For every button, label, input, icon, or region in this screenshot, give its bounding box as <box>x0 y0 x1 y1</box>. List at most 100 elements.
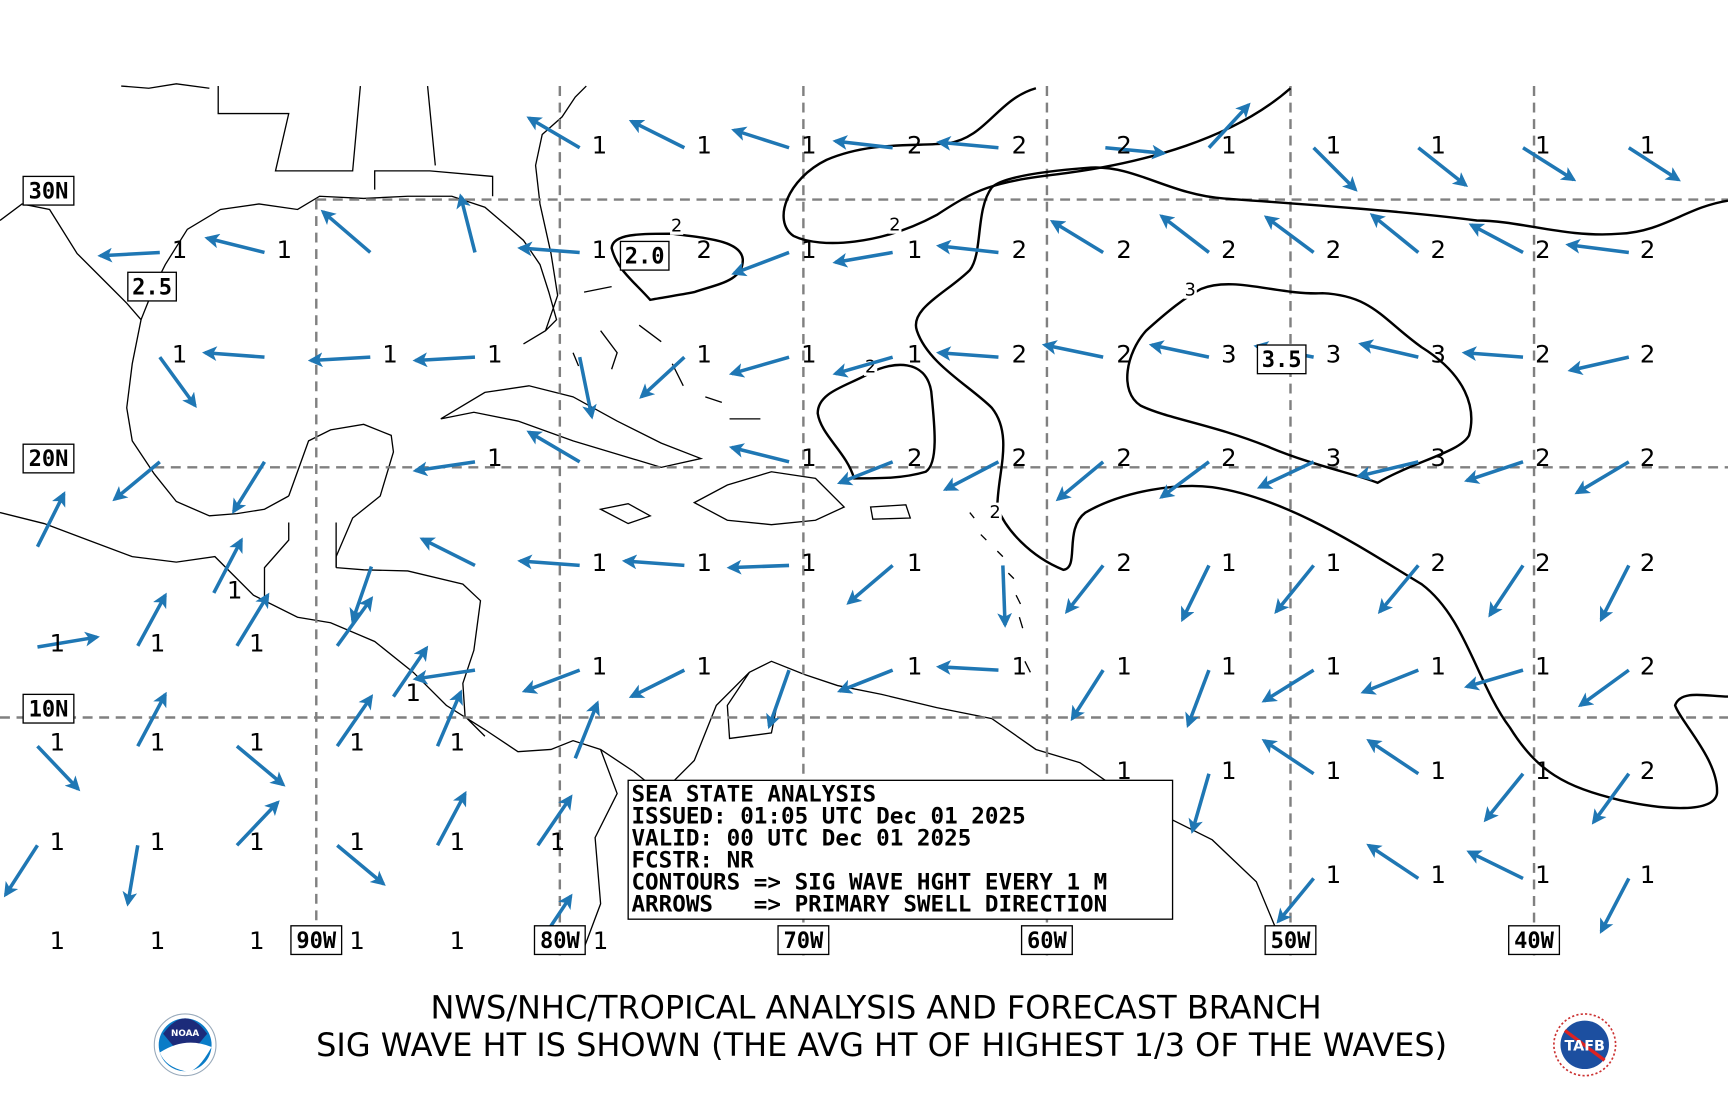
wave-height-label: 1 <box>592 235 607 264</box>
wave-height-label: 1 <box>406 678 421 707</box>
wave-height-label: 2 <box>1116 548 1131 577</box>
swell-direction-arrow <box>935 346 999 361</box>
wave-height-label: 1 <box>1326 652 1341 681</box>
swell-direction-arrow <box>1256 460 1315 489</box>
swell-direction-arrow <box>1483 772 1525 823</box>
wave-height-label: 2 <box>1326 235 1341 264</box>
swell-direction-arrow <box>1369 213 1420 254</box>
swell-direction-arrow <box>204 233 265 255</box>
swell-direction-arrow <box>1159 460 1210 499</box>
wave-height-label: 1 <box>1326 130 1341 159</box>
swell-direction-arrow <box>235 592 270 647</box>
info-issued: ISSUED: 01:05 UTC Dec 01 2025 <box>631 803 1025 829</box>
info-contours-legend: CONTOURS => SIG WAVE HGHT EVERY 1 M <box>631 869 1107 895</box>
bahamas <box>572 285 761 420</box>
wave-height-label: 1 <box>1326 860 1341 889</box>
latitude-label: 20N <box>29 447 69 472</box>
swell-direction-arrow <box>837 460 894 486</box>
swell-direction-arrow <box>1461 346 1524 362</box>
tafb-logo: TAFB <box>1553 1013 1617 1077</box>
swell-direction-arrow <box>1577 668 1630 708</box>
swell-direction-arrow <box>136 691 167 747</box>
swell-direction-arrow <box>628 119 686 150</box>
wave-height-label: 3 <box>1430 340 1445 369</box>
swell-direction-arrow <box>728 443 790 464</box>
swell-direction-arrow <box>1188 773 1211 834</box>
swell-direction-arrow <box>1565 238 1630 255</box>
swell-direction-arrow <box>235 800 280 847</box>
swell-direction-arrow <box>639 355 686 399</box>
swell-direction-arrow <box>935 239 999 255</box>
wave-height-label: 1 <box>1430 756 1445 785</box>
swell-direction-arrow <box>412 668 476 685</box>
wave-height-label: 1 <box>801 235 816 264</box>
swell-direction-arrow <box>1463 668 1524 691</box>
us-gulf-coast <box>0 83 587 517</box>
wave-height-label: 1 <box>450 728 465 757</box>
swell-direction-arrow <box>212 537 243 594</box>
wave-height-label: 2 <box>696 235 711 264</box>
swell-direction-arrow <box>1180 564 1211 623</box>
swell-direction-arrow <box>731 126 790 150</box>
swell-direction-arrow <box>320 209 372 254</box>
wave-height-label: 1 <box>907 548 922 577</box>
footer: NWS/NHC/TROPICAL ANALYSIS AND FORECAST B… <box>153 988 1617 1077</box>
wave-height-label: 2 <box>1430 235 1445 264</box>
wave-height-label: 3 <box>1326 340 1341 369</box>
longitude-label: 40W <box>1514 929 1555 954</box>
swell-direction-arrow <box>1488 564 1525 618</box>
wave-height-label: 1 <box>1535 756 1550 785</box>
wave-height-label: 1 <box>1430 130 1445 159</box>
swell-direction-arrow <box>1276 877 1315 924</box>
wave-height-label: 1 <box>1430 652 1445 681</box>
swell-direction-arrow <box>1274 564 1316 615</box>
swell-direction-arrow <box>412 352 476 368</box>
puerto-rico <box>869 504 912 520</box>
swell-direction-arrow <box>1417 146 1469 188</box>
info-forecaster: FCSTR: NR <box>631 847 754 873</box>
longitude-label: 90W <box>296 929 337 954</box>
wave-height-label: 1 <box>50 628 65 657</box>
wave-height-label: 1 <box>592 548 607 577</box>
us-state-borders <box>217 85 494 197</box>
wave-height-label: 1 <box>450 926 465 955</box>
wave-height-label: 1 <box>249 628 264 657</box>
wave-height-label: 2 <box>1535 548 1550 577</box>
swell-direction-arrow <box>628 668 686 699</box>
swell-direction-arrow <box>846 564 894 605</box>
wave-height-label: 1 <box>696 652 711 681</box>
wave-height-label: 1 <box>593 926 608 955</box>
swell-direction-arrow <box>1377 564 1420 614</box>
wave-height-labels: 1 1 1 2 2 2 1 1 1 1 11 1 1 2 1 1 2 2 2 2 2 2 21 1 1 1 1 1 2 2 3 3 3 2 21 1 2… <box>50 130 1656 955</box>
swell-direction-arrow <box>1041 340 1104 359</box>
wave-height-label: 1 <box>349 926 364 955</box>
info-valid: VALID: 00 UTC Dec 01 2025 <box>631 825 971 851</box>
wave-height-label: 1 <box>249 926 264 955</box>
swell-direction-arrow <box>832 355 894 378</box>
wave-height-label: 1 <box>277 235 292 264</box>
wave-height-label: 1 <box>1640 130 1655 159</box>
central-america <box>0 511 635 773</box>
max-value-labels: 2.5 2.0 3.5 <box>127 240 1307 375</box>
swell-direction-arrow <box>526 116 581 150</box>
wave-height-label: 1 <box>1326 548 1341 577</box>
swell-direction-arrow <box>3 844 39 898</box>
swell-direction-arrow <box>1159 214 1211 254</box>
swell-direction-arrow <box>1567 355 1630 375</box>
swell-direction-arrow <box>158 356 197 409</box>
max-wave-height-label: 2.5 <box>132 275 172 300</box>
wave-height-label: 2 <box>1535 340 1550 369</box>
swell-direction-arrow <box>336 843 386 886</box>
wave-height-label: 2 <box>1640 443 1655 472</box>
swell-direction-arrow <box>517 241 580 257</box>
wave-height-label: 1 <box>487 340 502 369</box>
wave-height-label: 2 <box>1116 130 1131 159</box>
swell-direction-arrow <box>942 460 1000 491</box>
wave-height-label: 2 <box>907 130 922 159</box>
wave-height-label: 2 <box>1012 443 1027 472</box>
wave-height-label: 1 <box>801 130 816 159</box>
swell-direction-arrow <box>573 700 600 759</box>
latitude-label: 30N <box>29 179 69 204</box>
swell-direction-arrow <box>456 193 477 253</box>
wave-height-label: 2 <box>1012 340 1027 369</box>
